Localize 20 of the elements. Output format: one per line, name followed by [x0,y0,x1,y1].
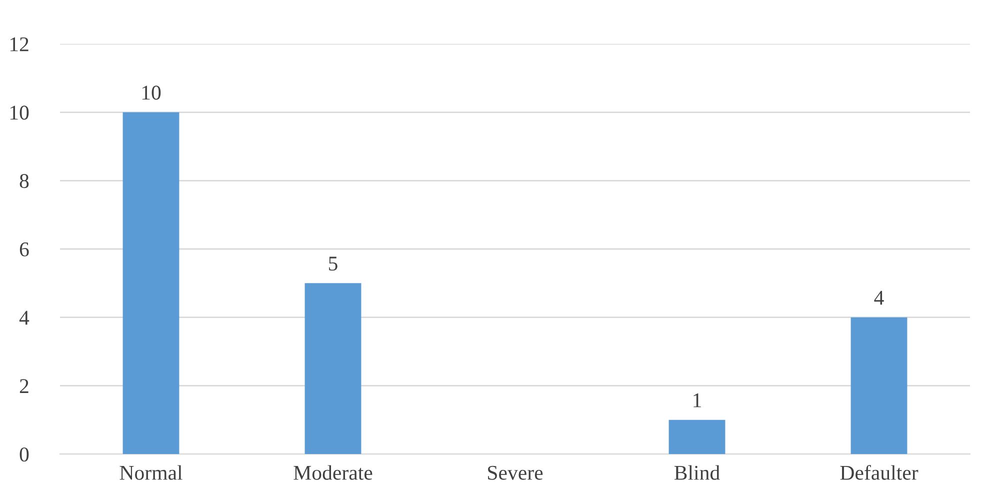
y-tick-label: 12 [10,37,28,52]
bar [668,420,726,454]
y-tick-label: 2 [20,379,28,393]
x-tick-label: Normal [120,465,182,480]
y-tick-label: 6 [20,242,29,256]
bar [122,112,180,454]
data-label: 1 [694,393,701,408]
bar [304,283,362,454]
y-tick-label: 0 [20,447,29,462]
x-tick-label: Moderate [294,465,372,480]
data-label: 5 [329,256,338,271]
y-tick-label: 8 [20,174,29,188]
x-tick-label: Severe [488,466,543,480]
data-label: 10 [142,86,161,100]
data-label: 4 [874,290,884,305]
x-tick-label: Defaulter [840,464,918,480]
bar [850,317,908,454]
x-tick-label: Blind [674,465,720,480]
y-tick-label: 10 [10,106,29,120]
y-tick-label: 4 [19,310,30,325]
